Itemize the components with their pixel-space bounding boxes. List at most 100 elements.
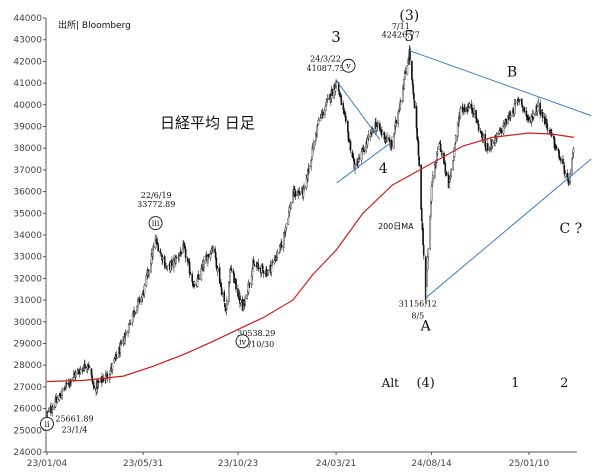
candle-body [276,251,279,258]
candle-body [340,95,343,106]
candle-body [196,278,199,287]
y-tick-label: 29000 [13,340,42,350]
candle-body [558,150,560,159]
candle-body [563,165,566,175]
y-tick-label: 30000 [13,318,42,328]
candle-body [145,275,148,286]
candle-body [141,294,144,298]
candle-body [532,113,535,118]
candle-body [505,118,507,125]
candle-body [477,124,480,131]
candle-body [271,261,274,263]
wave-label: A [420,318,432,334]
candle-body [514,103,517,106]
candle-body [299,193,301,195]
candle-body [445,172,448,176]
candle-body [398,110,400,114]
candle-body [317,119,320,125]
candle-body [198,278,201,280]
circled-wave-label: v [345,62,351,71]
candle-body [572,148,575,153]
candle-body [116,357,118,359]
candle-body [194,283,196,286]
candle-body [184,248,187,259]
annotation-text: 23/10/30 [238,340,274,349]
candle-body [223,291,226,303]
candle-body [267,270,269,275]
annotation-text: 33772.89 [137,200,175,209]
y-tick-label: 44000 [13,14,42,24]
candle-body [401,88,404,102]
candle-body [74,372,77,378]
candle-body [555,146,558,149]
candle-body [131,314,134,323]
candle-body [427,248,430,258]
candle-body [319,118,322,122]
annotation-text: 22/6/19 [141,191,172,200]
y-tick-label: 35000 [13,209,42,219]
candle-body [403,79,405,89]
candle-body [120,342,123,344]
x-tick-label: 24/03/21 [316,459,356,469]
candle-body [403,72,406,80]
candle-body [392,135,395,149]
candle-body [450,169,452,177]
circled-wave-marker [341,58,356,73]
y-tick-label: 37000 [13,166,42,176]
candle-body [218,267,221,284]
candle-body [124,336,126,344]
candle-body [459,108,462,119]
y-tick-label: 41000 [13,79,42,89]
candle-body [56,398,59,403]
candle-body [258,267,260,269]
candle-body [502,123,505,134]
candle-body [169,262,172,272]
circled-wave-label: iii [152,219,160,228]
candle-body [413,100,416,109]
candle-body [358,158,361,160]
candle-body [235,279,237,290]
candle-body [438,143,441,150]
y-tick-label: 27000 [13,383,42,393]
candle-body [546,123,549,130]
trend-line [336,80,381,140]
candle-body [500,129,503,134]
candle-body [203,260,205,269]
circled-wave-marker [235,334,250,349]
candle-body [418,156,420,166]
y-tick-label: 40000 [13,101,42,111]
candle-body [313,141,315,151]
candle-body [166,266,169,269]
candle-body [282,232,285,248]
candle-body [464,107,466,112]
candle-body [161,257,164,260]
candle-body [509,115,512,118]
candle-body [310,159,313,168]
candle-body [377,123,379,126]
trend-line [336,143,390,184]
annotation-text: 31156.12 [399,300,437,309]
candle-body [322,111,324,116]
y-tick-label: 42000 [13,57,42,67]
annotation-text: 23/1/4 [62,425,88,434]
candle-body [388,137,390,141]
candle-body [294,191,297,197]
candle-body [143,284,146,295]
x-tick-label: 24/08/14 [411,459,452,469]
candle-body [326,100,328,104]
y-tick-label: 26000 [13,405,42,415]
candle-body [207,253,210,257]
y-tick-label: 33000 [13,253,42,263]
candle-body [226,300,228,310]
ma-200-label: 200日MA [378,222,414,231]
y-tick-label: 38000 [13,144,42,154]
candle-body [395,120,398,124]
y-tick-label: 31000 [13,296,42,306]
candle-body [233,272,235,283]
wave-label: 3 [331,28,341,46]
wave-label: C ? [560,221,583,237]
candle-body [311,156,313,160]
candle-body [406,65,409,75]
ma-200-line [46,132,575,383]
